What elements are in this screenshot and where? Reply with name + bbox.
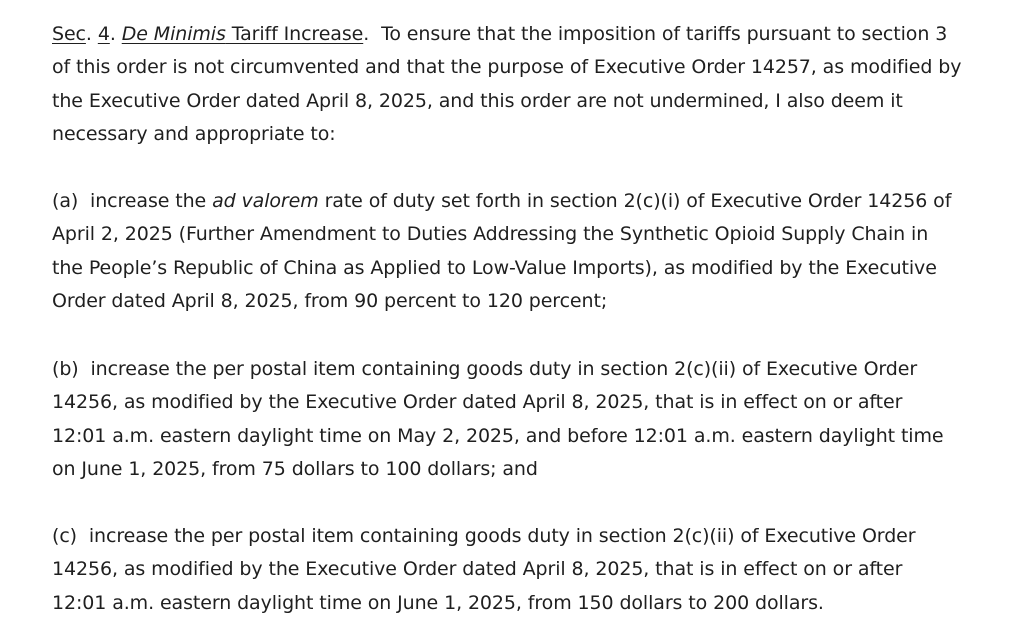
section-heading-dot: .	[363, 23, 370, 45]
item-c-text: (c) increase the per postal item contain…	[52, 525, 922, 614]
item-a-text: rate of duty set forth in section 2(c)(i…	[52, 190, 952, 313]
item-c-paragraph: (c) increase the per postal item contain…	[52, 520, 962, 620]
item-a-prefix: (a) increase the	[52, 190, 213, 212]
item-a-italic-term: ad valorem	[212, 190, 319, 212]
section-4-intro-paragraph: Sec. 4. De Minimis Tariff Increase. To e…	[52, 18, 962, 152]
section-heading: Tariff Increase	[225, 23, 364, 45]
sec-label-dot: .	[85, 23, 92, 45]
section-heading-italic: De Minimis	[121, 23, 226, 45]
item-b-text: (b) increase the per postal item contain…	[52, 358, 950, 481]
item-b-paragraph: (b) increase the per postal item contain…	[52, 353, 962, 487]
sec-label: Sec	[52, 23, 86, 45]
item-a-paragraph: (a) increase the ad valorem rate of duty…	[52, 185, 962, 319]
section-number: 4	[97, 23, 110, 45]
section-intro-text: To ensure that the imposition of tariffs…	[52, 23, 968, 146]
section-number-dot: .	[109, 23, 116, 45]
